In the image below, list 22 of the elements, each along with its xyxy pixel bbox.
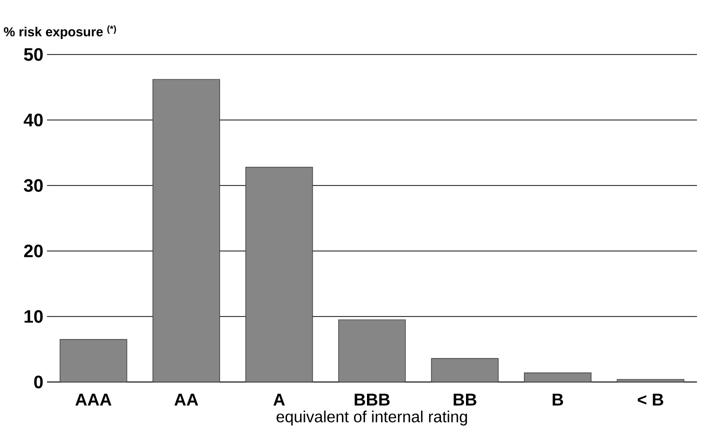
x-tick-label: AAA	[75, 394, 112, 406]
x-tick-label: < B	[638, 394, 664, 406]
bar	[338, 319, 406, 382]
bar	[60, 339, 128, 382]
y-tick-label: 10	[24, 310, 43, 323]
x-tick-label: B	[552, 394, 564, 406]
y-axis-title: % risk exposure $^{(*)}$	[4, 25, 116, 39]
x-tick-label: BB	[454, 394, 476, 406]
bar	[616, 379, 684, 382]
x-tick-label: A	[273, 394, 285, 406]
x-axis-title: equivalent of internal rating	[276, 410, 467, 426]
bar	[245, 166, 313, 382]
x-tick-label: AA	[174, 394, 198, 406]
bar	[152, 79, 220, 382]
y-tick-label: 0	[34, 376, 43, 388]
bar	[524, 372, 592, 382]
bar	[431, 358, 499, 382]
y-tick-label: 50	[24, 48, 43, 61]
y-tick-label: 40	[24, 114, 43, 126]
y-tick-label: 30	[24, 179, 43, 192]
x-tick-label: BBB	[354, 394, 390, 406]
y-tick-label: 20	[24, 244, 43, 258]
